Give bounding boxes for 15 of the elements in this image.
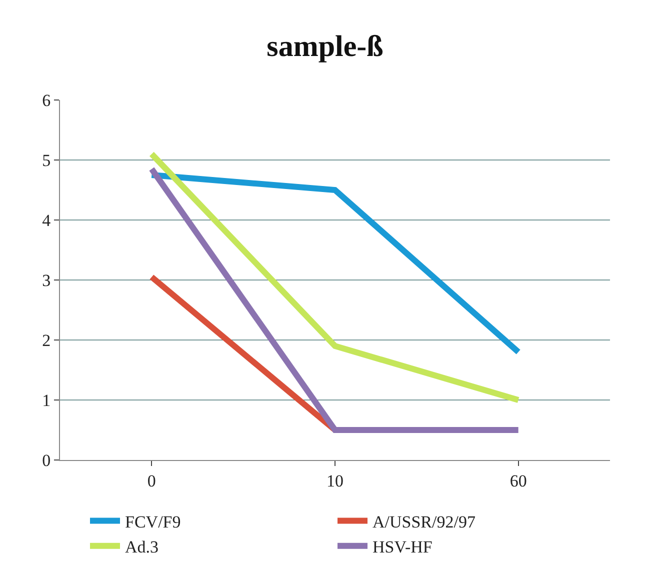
chart-title: sample-ß (266, 30, 384, 63)
x-tick-label: 0 (147, 471, 156, 490)
y-tick-label: 3 (42, 270, 51, 290)
legend-label: FCV/F9 (125, 512, 181, 532)
y-tick-label: 0 (42, 450, 51, 470)
y-tick-label: 4 (42, 210, 52, 230)
y-tick-label: 2 (42, 330, 51, 350)
x-tick-label: 10 (326, 471, 344, 490)
y-tick-label: 5 (42, 150, 51, 170)
legend-label: HSV-HF (372, 537, 432, 556)
legend-label: A/USSR/92/97 (372, 512, 476, 532)
legend-label: Ad.3 (125, 537, 159, 556)
y-tick-label: 1 (42, 390, 51, 410)
y-tick-label: 6 (42, 90, 51, 110)
x-tick-label: 60 (510, 471, 527, 490)
